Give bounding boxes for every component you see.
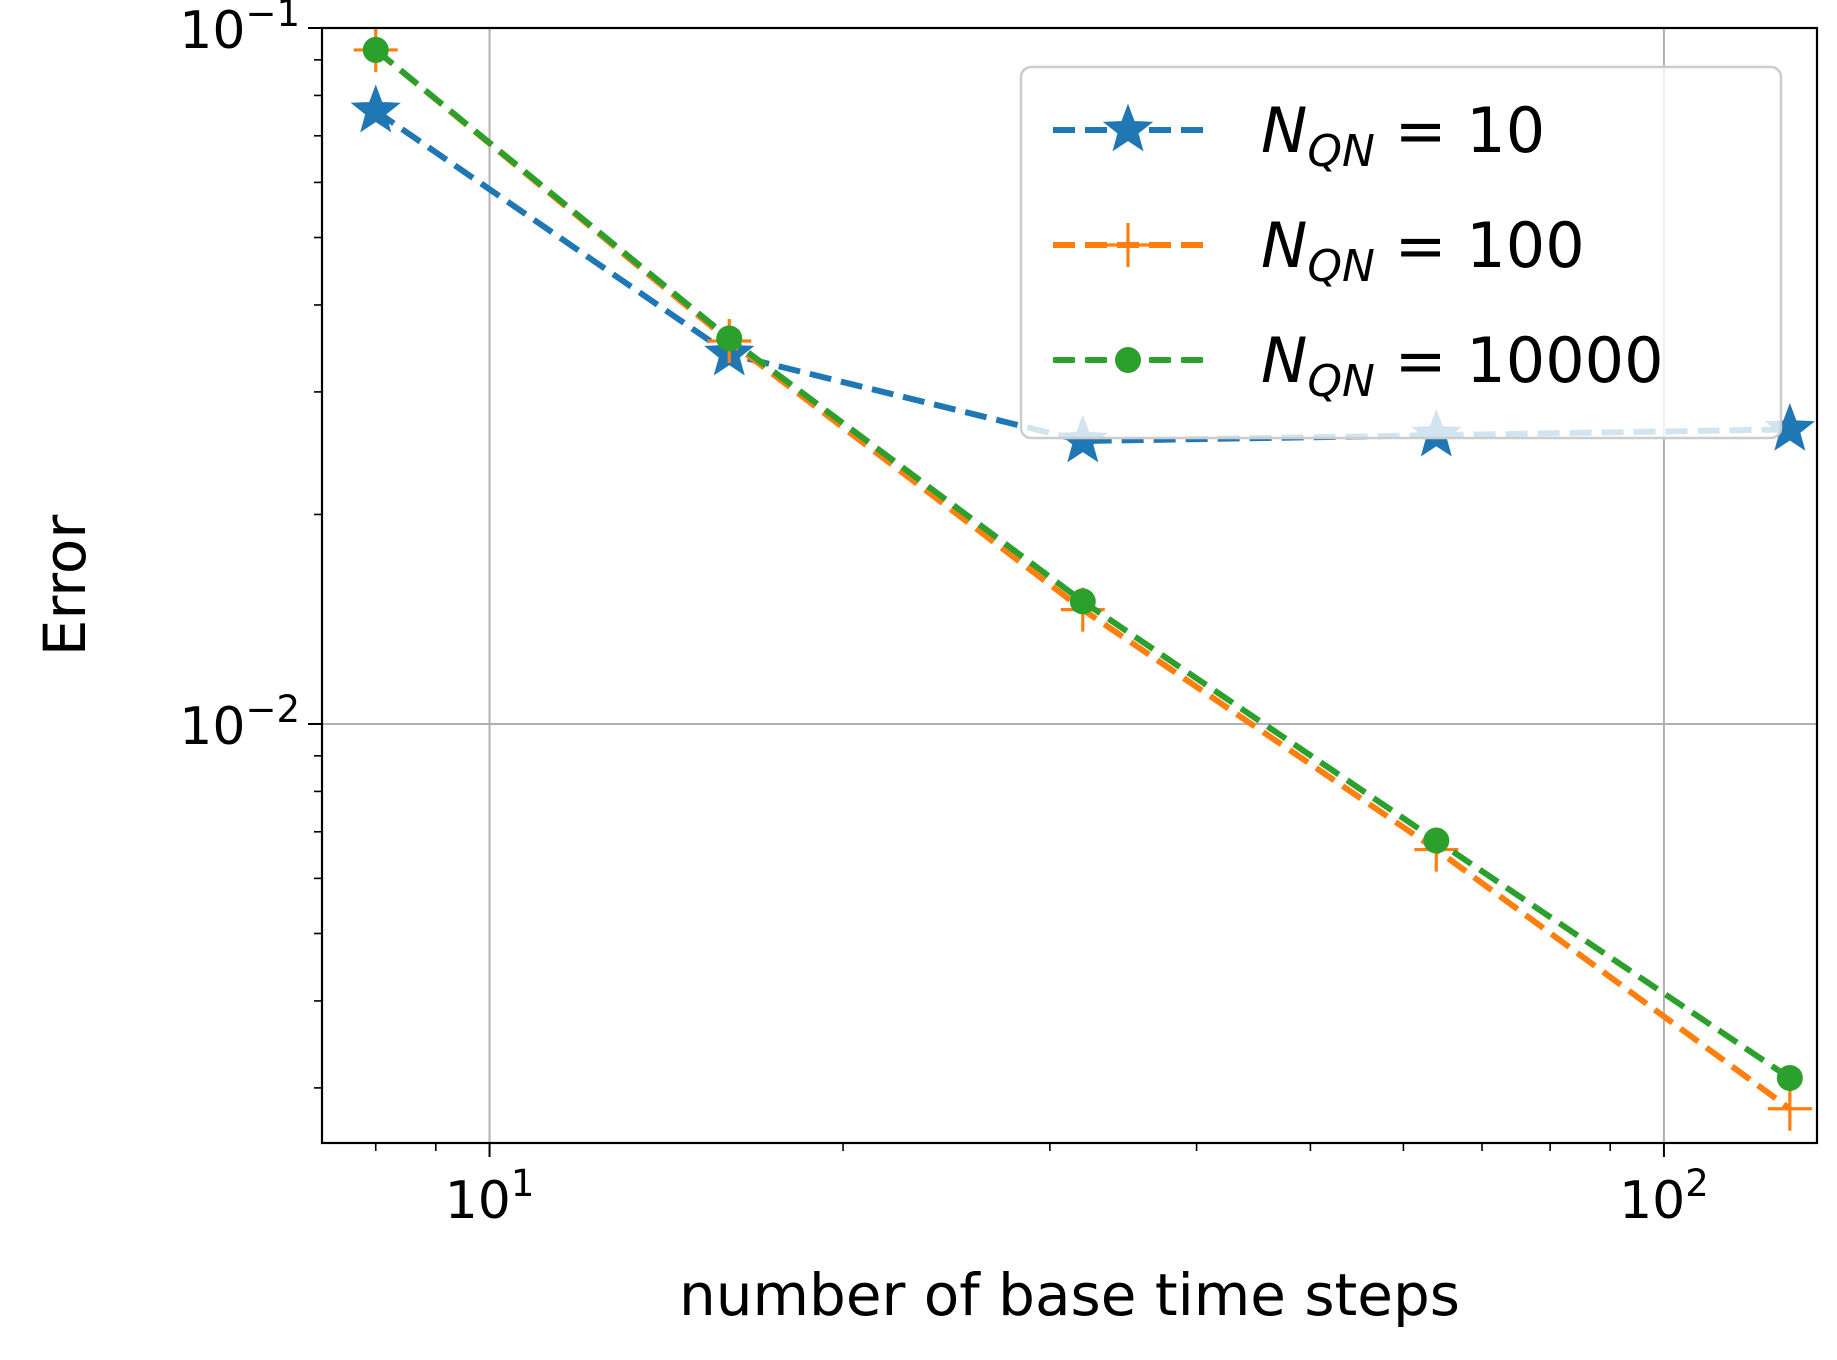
series-2 <box>362 36 1803 1091</box>
legend-entry: NQN = 100 <box>1053 209 1585 292</box>
data-point <box>1069 588 1096 615</box>
data-point <box>1767 1086 1812 1131</box>
legend-marker <box>1115 347 1141 373</box>
x-tick-label: 101 <box>445 1162 535 1231</box>
plot-frame <box>320 26 1819 1145</box>
legend-marker <box>1106 223 1150 267</box>
data-point <box>362 36 389 63</box>
legend-label: NQN = 10000 <box>1261 324 1664 407</box>
legend-label: NQN = 100 <box>1261 209 1585 292</box>
data-point <box>1776 1064 1803 1091</box>
x-tick-label: 102 <box>1619 1162 1709 1231</box>
legend-box <box>1019 65 1783 440</box>
legend-label: NQN = 10 <box>1261 94 1545 177</box>
y-axis-label: Error <box>31 515 99 657</box>
data-point <box>350 84 401 133</box>
legend-marker <box>1102 103 1154 152</box>
x-axis-label: number of base time steps <box>679 1261 1460 1329</box>
legend-entry: NQN = 10 <box>1053 94 1545 177</box>
y-tick-label: 10−2 <box>179 688 300 757</box>
axis-ticks: 101 102 10−1 10−2 <box>179 0 1709 1231</box>
legend-entry: NQN = 10000 <box>1053 324 1664 407</box>
legend: NQN = 10 NQN = 100 NQN = 10000 <box>1019 65 1783 440</box>
data-point <box>1423 827 1450 854</box>
y-tick-label: 10−1 <box>179 0 300 61</box>
data-point <box>716 325 743 352</box>
